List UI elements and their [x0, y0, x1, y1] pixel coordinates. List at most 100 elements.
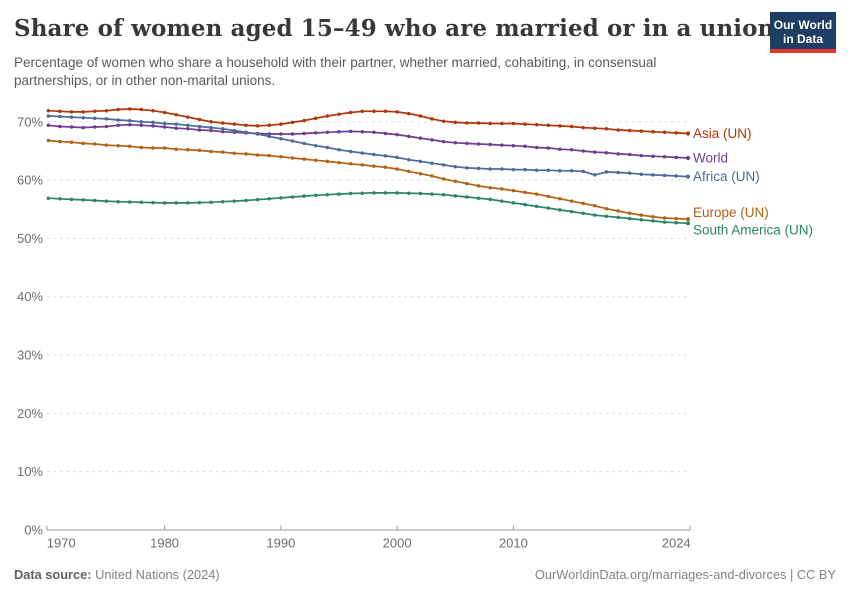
- series-dot-africa-un: [302, 141, 306, 146]
- series-dot-south-america-un: [139, 200, 144, 205]
- series-dot-south-america-un: [558, 208, 562, 212]
- series-dot-africa-un: [267, 134, 271, 139]
- series-dot-world: [325, 130, 330, 135]
- series-dot-south-america-un: [476, 196, 481, 200]
- series-dot-south-america-un: [127, 200, 132, 204]
- owid-logo-accent-strip: [770, 48, 836, 53]
- series-dot-south-america-un: [534, 204, 539, 209]
- series-dot-europe-un: [407, 169, 411, 174]
- series-dot-africa-un: [662, 173, 667, 178]
- series-dot-world: [313, 131, 318, 135]
- series-dot-europe-un: [639, 213, 644, 217]
- series-dot-asia-un: [220, 121, 225, 125]
- series-dot-asia-un: [558, 124, 562, 128]
- series-dot-asia-un: [453, 120, 458, 125]
- series-dot-world: [383, 131, 388, 136]
- series-dot-world: [453, 141, 458, 145]
- series-line-south-america-un: [47, 192, 689, 225]
- series-dot-asia-un: [139, 107, 144, 112]
- series-dot-asia-un: [232, 122, 237, 126]
- series-dot-europe-un: [395, 167, 399, 171]
- series-dot-world: [348, 129, 353, 134]
- series-dot-south-america-un: [290, 195, 295, 199]
- series-dot-africa-un: [279, 136, 283, 141]
- series-dot-world: [220, 129, 225, 134]
- series-dot-asia-un: [325, 114, 330, 118]
- series-dot-africa-un: [197, 124, 202, 129]
- series-dot-south-america-un: [360, 191, 365, 195]
- series-dot-world: [360, 129, 365, 134]
- series-dot-south-america-un: [104, 199, 109, 203]
- series-dot-world: [581, 149, 585, 153]
- series-dot-south-america-un: [569, 209, 574, 214]
- series-dot-world: [104, 124, 109, 129]
- series-dot-asia-un: [616, 128, 620, 132]
- series-dot-africa-un: [151, 120, 155, 125]
- series-dot-europe-un: [372, 164, 376, 168]
- series-dot-europe-un: [500, 187, 504, 191]
- series-dot-europe-un: [476, 184, 481, 188]
- series-dot-europe-un: [93, 142, 97, 146]
- series-dot-asia-un: [383, 109, 388, 114]
- x-tick-label-2010: 2010: [499, 536, 528, 551]
- series-dot-world: [58, 124, 62, 129]
- series-dot-africa-un: [627, 171, 632, 175]
- series-dot-world: [407, 134, 411, 139]
- series-dot-south-america-un: [279, 196, 283, 200]
- series-dot-asia-un: [244, 123, 248, 128]
- y-tick-label-30: 30%: [17, 348, 43, 363]
- series-dot-south-america-un: [232, 199, 237, 203]
- series-dot-africa-un: [104, 117, 109, 121]
- series-dot-world: [523, 144, 527, 149]
- series-dot-south-america-un: [372, 191, 376, 195]
- series-dot-europe-un: [302, 157, 306, 161]
- owid-logo[interactable]: Our World in Data: [770, 12, 836, 53]
- series-dot-africa-un: [476, 166, 481, 171]
- series-dot-asia-un: [255, 124, 260, 128]
- series-dot-asia-un: [197, 117, 202, 122]
- y-tick-label-40: 40%: [17, 289, 43, 304]
- series-dot-africa-un: [593, 173, 597, 177]
- series-dot-africa-un: [337, 148, 341, 152]
- series-end-label-europe-un: Europe (UN): [693, 205, 769, 220]
- series-dot-europe-un: [604, 206, 609, 211]
- series-dot-south-america-un: [58, 197, 62, 201]
- series-dot-europe-un: [662, 216, 667, 220]
- data-source-value: United Nations (2024): [95, 567, 220, 582]
- series-dot-world: [430, 138, 434, 142]
- series-dot-world: [81, 125, 85, 130]
- series-dot-world: [395, 132, 399, 137]
- series-dot-world: [186, 127, 190, 131]
- series-dot-south-america-un: [220, 199, 225, 204]
- series-dot-europe-un: [465, 181, 469, 186]
- series-dot-africa-un: [534, 168, 539, 172]
- series-dot-africa-un: [127, 118, 132, 123]
- series-dot-europe-un: [127, 144, 132, 149]
- series-end-label-africa-un: Africa (UN): [693, 169, 760, 184]
- series-dot-world: [116, 123, 120, 128]
- series-dot-europe-un: [627, 211, 632, 216]
- series-dot-africa-un: [93, 116, 97, 121]
- series-dot-europe-un: [453, 179, 458, 184]
- series-dot-europe-un: [220, 150, 225, 154]
- series-dot-south-america-un: [209, 200, 213, 205]
- series-dot-asia-un: [500, 121, 504, 126]
- footer-credit-link[interactable]: OurWorldinData.org/marriages-and-divorce…: [534, 567, 836, 582]
- owid-logo-line2: in Data: [782, 32, 823, 46]
- series-dot-world: [69, 125, 74, 129]
- series-dot-europe-un: [325, 159, 330, 164]
- series-line-world: [47, 123, 689, 159]
- x-tick-label-2000: 2000: [383, 536, 412, 551]
- series-dot-europe-un: [430, 174, 434, 178]
- series-dot-asia-un: [523, 122, 527, 126]
- series-dot-world: [476, 142, 481, 146]
- series-dot-asia-un: [593, 126, 597, 130]
- series-dot-south-america-un: [313, 193, 318, 198]
- series-dot-world: [546, 146, 551, 150]
- series-dot-world: [46, 123, 51, 128]
- series-dot-asia-un: [127, 107, 132, 111]
- series-dot-europe-un: [279, 155, 283, 159]
- series-dot-africa-un: [372, 152, 376, 157]
- series-dot-south-america-un: [151, 200, 155, 205]
